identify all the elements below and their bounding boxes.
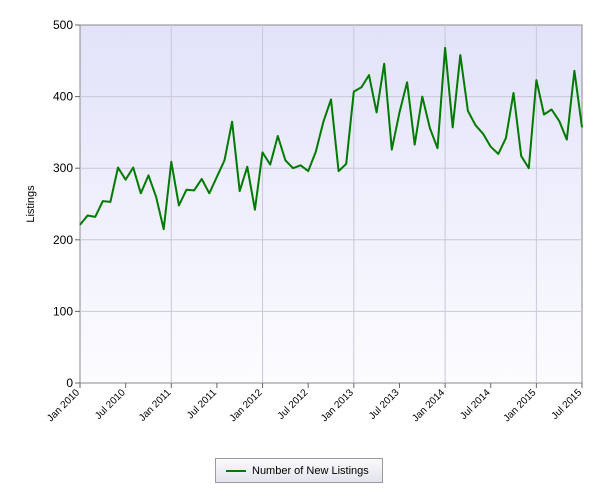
y-tick-label: 300 — [53, 161, 73, 175]
legend-swatch — [226, 469, 246, 472]
legend: Number of New Listings — [215, 458, 383, 483]
x-tick-label: Jan 2011 — [137, 387, 174, 424]
series-group — [79, 46, 583, 231]
x-tick-label: Jul 2012 — [276, 387, 311, 422]
y-tick-label: 0 — [66, 376, 73, 390]
x-tick-label: Jan 2013 — [319, 387, 356, 424]
series-line — [79, 46, 583, 231]
x-tick-label: Jan 2015 — [502, 387, 539, 424]
y-axis-label: Listings — [25, 185, 37, 223]
legend-label: Number of New Listings — [252, 464, 369, 477]
gridlines — [80, 25, 582, 383]
x-tick-label: Jul 2011 — [185, 387, 219, 421]
x-tick-label: Jul 2014 — [458, 387, 493, 422]
x-axis-ticks: Jan 2010 Jul 2010 Jan 2011 Jul 2011 Jan 2012… — [45, 383, 584, 424]
y-tick-label: 500 — [53, 18, 73, 32]
y-tick-label: 100 — [53, 304, 73, 318]
y-tick-label: 200 — [53, 233, 73, 247]
y-axis-ticks: 0 100 200 300 400 500 — [53, 18, 80, 390]
x-tick-label: Jan 2010 — [45, 387, 82, 424]
x-tick-label: Jan 2012 — [228, 387, 265, 424]
x-tick-label: Jul 2013 — [367, 387, 402, 422]
x-tick-label: Jul 2010 — [93, 387, 128, 422]
x-tick-label: Jan 2014 — [410, 387, 447, 424]
x-tick-label: Jul 2015 — [550, 387, 585, 422]
y-tick-label: 400 — [53, 90, 73, 104]
plot-area — [79, 24, 583, 384]
